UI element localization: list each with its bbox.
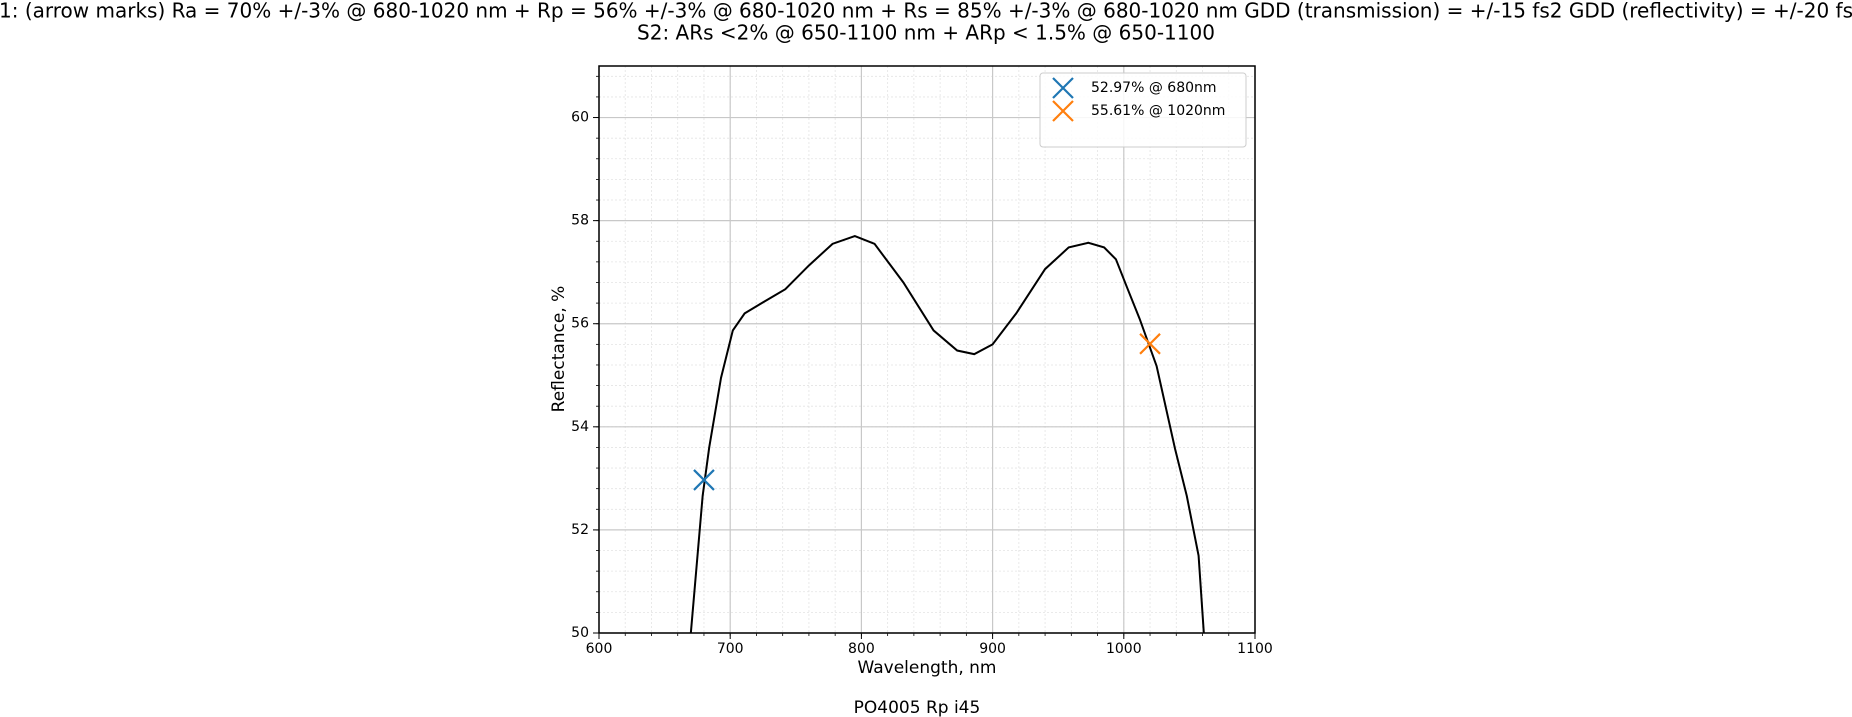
marker-shape xyxy=(1139,333,1161,355)
legend-box xyxy=(1039,72,1247,148)
y-tick-label: 58 xyxy=(571,213,589,229)
marker xyxy=(693,469,715,491)
x-tick-label: 900 xyxy=(979,641,1006,657)
caption: PO4005 Rp i45 xyxy=(854,698,981,717)
y-axis-label: Reflectance, % xyxy=(549,286,569,413)
y-tick-label: 50 xyxy=(571,625,589,641)
plot-frame xyxy=(598,65,1256,634)
legend-label: 55.61% @ 1020nm xyxy=(1091,103,1225,119)
x-tick-label: 1000 xyxy=(1106,641,1142,657)
y-tick-label: 60 xyxy=(571,110,589,126)
marker-shape xyxy=(1052,77,1074,99)
marker-shape xyxy=(1052,100,1074,122)
legend: 52.97% @ 680nm 55.61% @ 1020nm xyxy=(1039,72,1247,148)
marker xyxy=(1052,100,1074,122)
x-axis-label: Wavelength, nm xyxy=(858,658,997,678)
x-tick-label: 1100 xyxy=(1237,641,1273,657)
marker xyxy=(1052,77,1074,99)
data-line xyxy=(689,235,1205,634)
y-tick-label: 56 xyxy=(571,316,589,332)
y-tick-label: 54 xyxy=(571,419,589,435)
x-tick-label: 700 xyxy=(717,641,744,657)
chart-subtitle: S2: ARs <2% @ 650-1100 nm + ARp < 1.5% @… xyxy=(637,21,1215,45)
marker-shape xyxy=(693,469,715,491)
x-tick-label: 800 xyxy=(848,641,875,657)
x-tick-label: 600 xyxy=(586,641,613,657)
legend-label: 52.97% @ 680nm xyxy=(1091,80,1217,96)
marker xyxy=(1139,333,1161,355)
chart-title: S1: (arrow marks) Ra = 70% +/-3% @ 680-1… xyxy=(0,0,1852,23)
y-tick-label: 52 xyxy=(571,522,589,538)
